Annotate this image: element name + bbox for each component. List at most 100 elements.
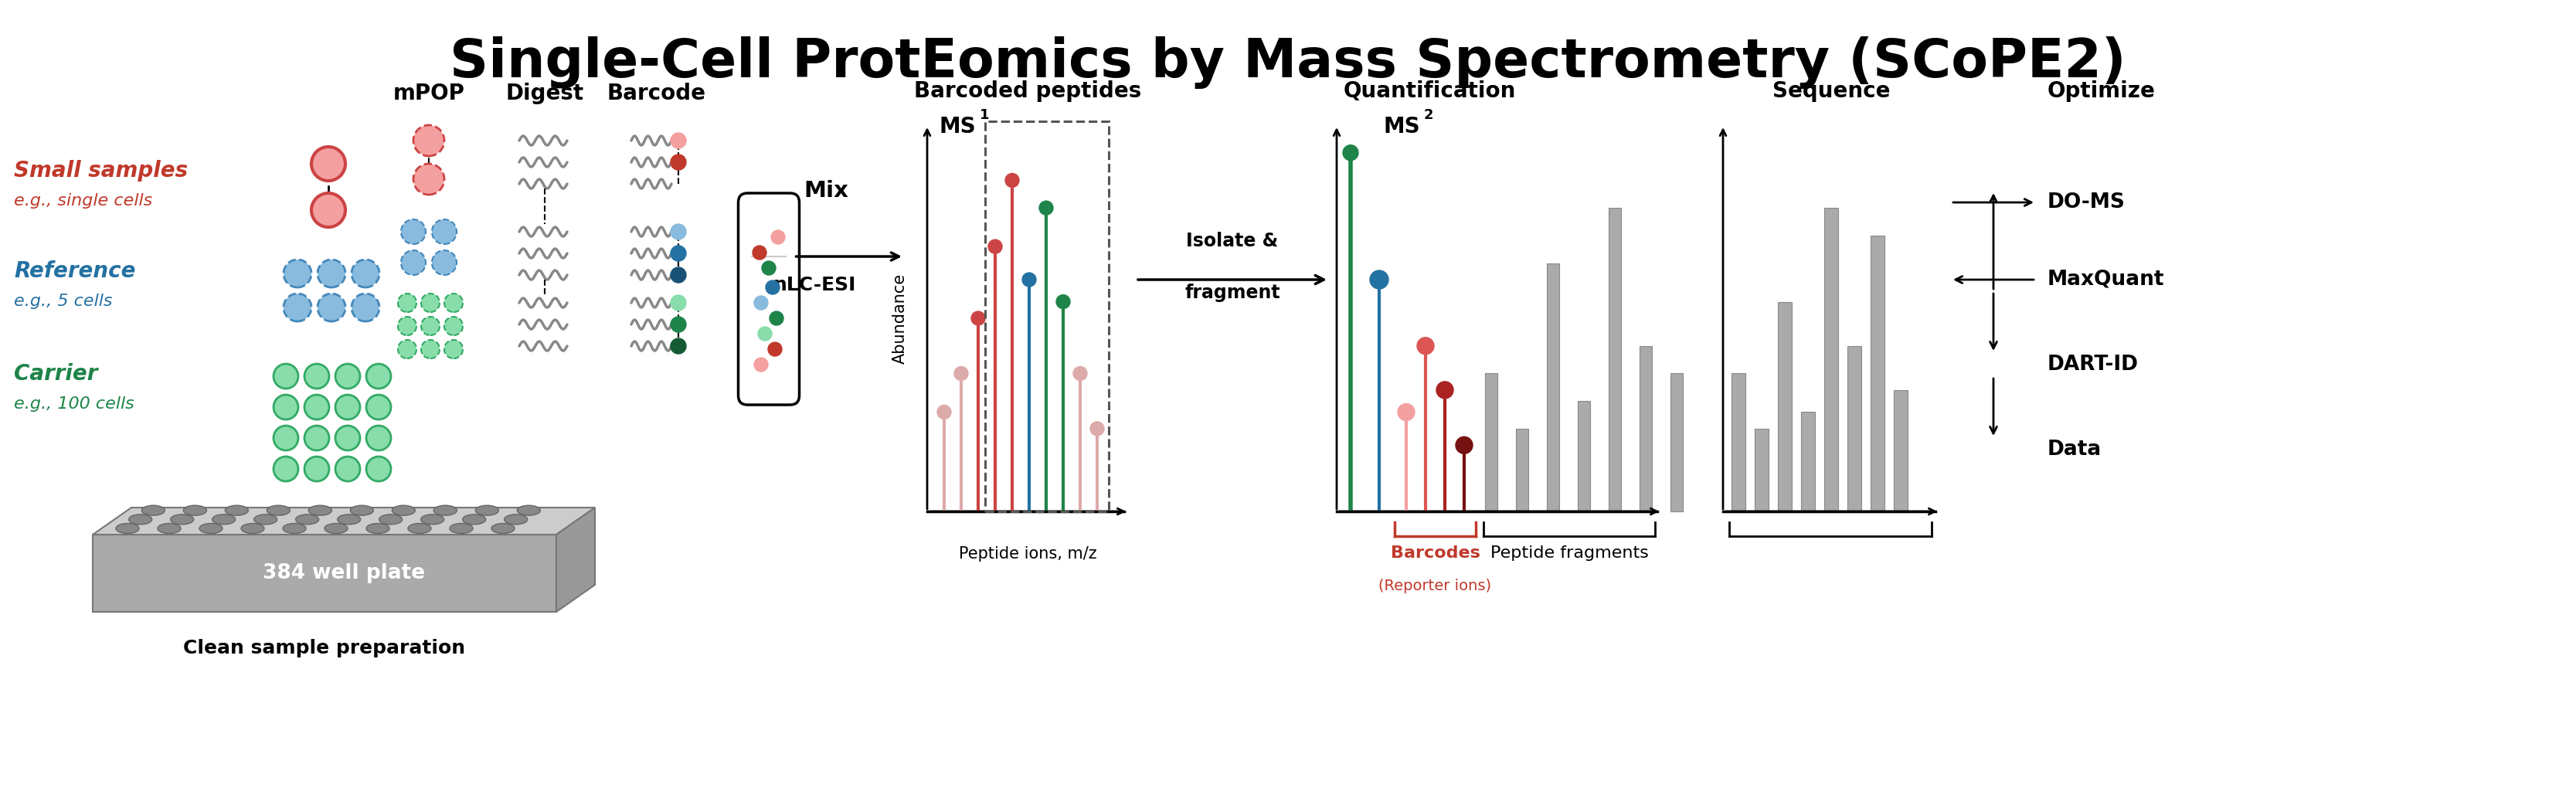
Text: MaxQuant: MaxQuant [2048,270,2164,290]
Circle shape [971,312,984,325]
Bar [1801,412,1816,511]
Circle shape [770,230,786,244]
Circle shape [350,259,379,287]
Circle shape [317,259,345,287]
Ellipse shape [505,514,528,524]
Circle shape [283,259,312,287]
Bar [1638,346,1651,511]
Text: MS: MS [1383,116,1419,138]
Circle shape [1005,173,1020,188]
Circle shape [1090,422,1105,436]
Bar [1870,236,1886,511]
Circle shape [335,456,361,481]
Circle shape [757,327,773,341]
Bar [1669,374,1682,511]
Ellipse shape [392,506,415,515]
Text: Clean sample preparation: Clean sample preparation [183,639,466,658]
Circle shape [752,246,768,259]
Circle shape [317,294,345,321]
Ellipse shape [477,506,500,515]
Text: 2: 2 [1425,108,1435,122]
Circle shape [762,261,775,275]
Circle shape [420,340,440,358]
Ellipse shape [379,514,402,524]
Circle shape [670,267,685,283]
Circle shape [770,312,783,325]
Text: MS: MS [938,116,976,138]
Polygon shape [93,535,556,612]
Circle shape [366,364,392,389]
Text: e.g., single cells: e.g., single cells [13,193,152,208]
Circle shape [1370,270,1388,289]
Circle shape [304,394,330,419]
Ellipse shape [350,506,374,515]
Circle shape [1455,437,1473,454]
Circle shape [433,220,456,244]
Ellipse shape [142,506,165,515]
Text: (Reporter ions): (Reporter ions) [1378,579,1492,593]
Circle shape [304,364,330,389]
Circle shape [1074,366,1087,381]
Bar [1754,428,1770,511]
Ellipse shape [283,523,307,534]
Ellipse shape [433,506,456,515]
Ellipse shape [296,514,319,524]
Circle shape [1417,337,1435,354]
Ellipse shape [255,514,278,524]
Ellipse shape [157,523,180,534]
Circle shape [273,456,299,481]
Circle shape [953,366,969,381]
Circle shape [443,316,464,336]
Ellipse shape [211,514,234,524]
Ellipse shape [309,506,332,515]
Bar [1893,390,1909,511]
Circle shape [397,316,417,336]
Text: Barcoded peptides: Barcoded peptides [914,80,1141,102]
Ellipse shape [224,506,247,515]
Text: nLC-ESI: nLC-ESI [773,276,858,295]
Ellipse shape [492,523,515,534]
Circle shape [397,340,417,358]
Ellipse shape [183,506,206,515]
Text: Barcode: Barcode [608,83,706,105]
Text: Barcodes: Barcodes [1391,546,1481,561]
Ellipse shape [337,514,361,524]
Bar [1484,374,1497,511]
Circle shape [397,294,417,312]
FancyBboxPatch shape [739,193,799,405]
Circle shape [420,316,440,336]
Bar [1607,208,1620,511]
Circle shape [670,316,685,332]
Polygon shape [93,508,595,535]
Text: Peptide ions, m/z: Peptide ions, m/z [958,547,1097,562]
Ellipse shape [420,514,443,524]
Text: Small samples: Small samples [13,160,188,182]
Circle shape [1023,273,1036,287]
Circle shape [443,294,464,312]
Ellipse shape [366,523,389,534]
Circle shape [412,163,443,195]
Circle shape [312,147,345,181]
Text: 1: 1 [979,108,989,122]
Circle shape [304,456,330,481]
Text: Single-Cell ProtEomics by Mass Spectrometry (SCoPE2): Single-Cell ProtEomics by Mass Spectrome… [451,36,2125,89]
Circle shape [670,295,685,311]
Circle shape [312,193,345,227]
Text: Data: Data [2048,440,2102,460]
Ellipse shape [325,523,348,534]
Bar [1731,374,1747,511]
Text: Optimize: Optimize [2048,80,2156,102]
Ellipse shape [268,506,291,515]
Text: Digest: Digest [505,83,585,105]
Polygon shape [556,508,595,612]
Ellipse shape [198,523,222,534]
Circle shape [670,155,685,170]
Ellipse shape [464,514,487,524]
Circle shape [273,426,299,451]
Text: mPOP: mPOP [394,83,464,105]
Text: Peptide fragments: Peptide fragments [1489,546,1649,561]
Circle shape [1399,403,1414,420]
Circle shape [366,456,392,481]
Bar [1577,401,1589,511]
Text: Abundance: Abundance [891,273,907,364]
